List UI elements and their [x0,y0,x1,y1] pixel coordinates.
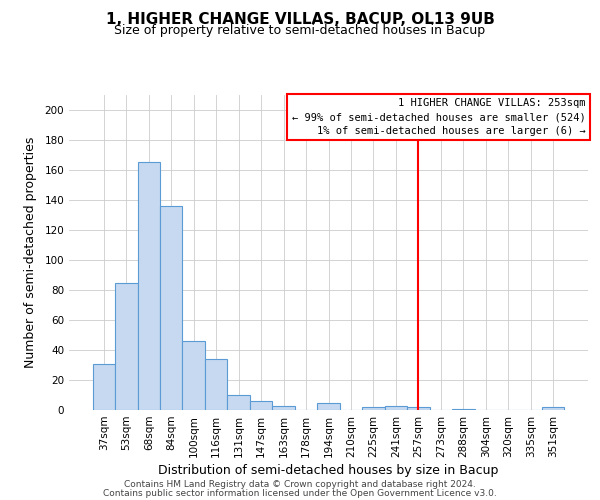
Bar [115,282,137,410]
Text: Size of property relative to semi-detached houses in Bacup: Size of property relative to semi-detach… [115,24,485,37]
Bar [250,401,272,410]
Bar [227,395,250,410]
Bar [272,406,295,410]
Bar [160,206,182,410]
Bar [542,407,565,410]
Text: 1, HIGHER CHANGE VILLAS, BACUP, OL13 9UB: 1, HIGHER CHANGE VILLAS, BACUP, OL13 9UB [106,12,494,28]
Y-axis label: Number of semi-detached properties: Number of semi-detached properties [25,137,37,368]
Bar [407,407,430,410]
Bar [92,364,115,410]
Text: 1 HIGHER CHANGE VILLAS: 253sqm
← 99% of semi-detached houses are smaller (524)
1: 1 HIGHER CHANGE VILLAS: 253sqm ← 99% of … [292,98,586,136]
Text: Contains HM Land Registry data © Crown copyright and database right 2024.: Contains HM Land Registry data © Crown c… [124,480,476,489]
Bar [452,408,475,410]
Bar [362,407,385,410]
Bar [182,341,205,410]
X-axis label: Distribution of semi-detached houses by size in Bacup: Distribution of semi-detached houses by … [158,464,499,477]
Text: Contains public sector information licensed under the Open Government Licence v3: Contains public sector information licen… [103,489,497,498]
Bar [205,359,227,410]
Bar [137,162,160,410]
Bar [317,402,340,410]
Bar [385,406,407,410]
